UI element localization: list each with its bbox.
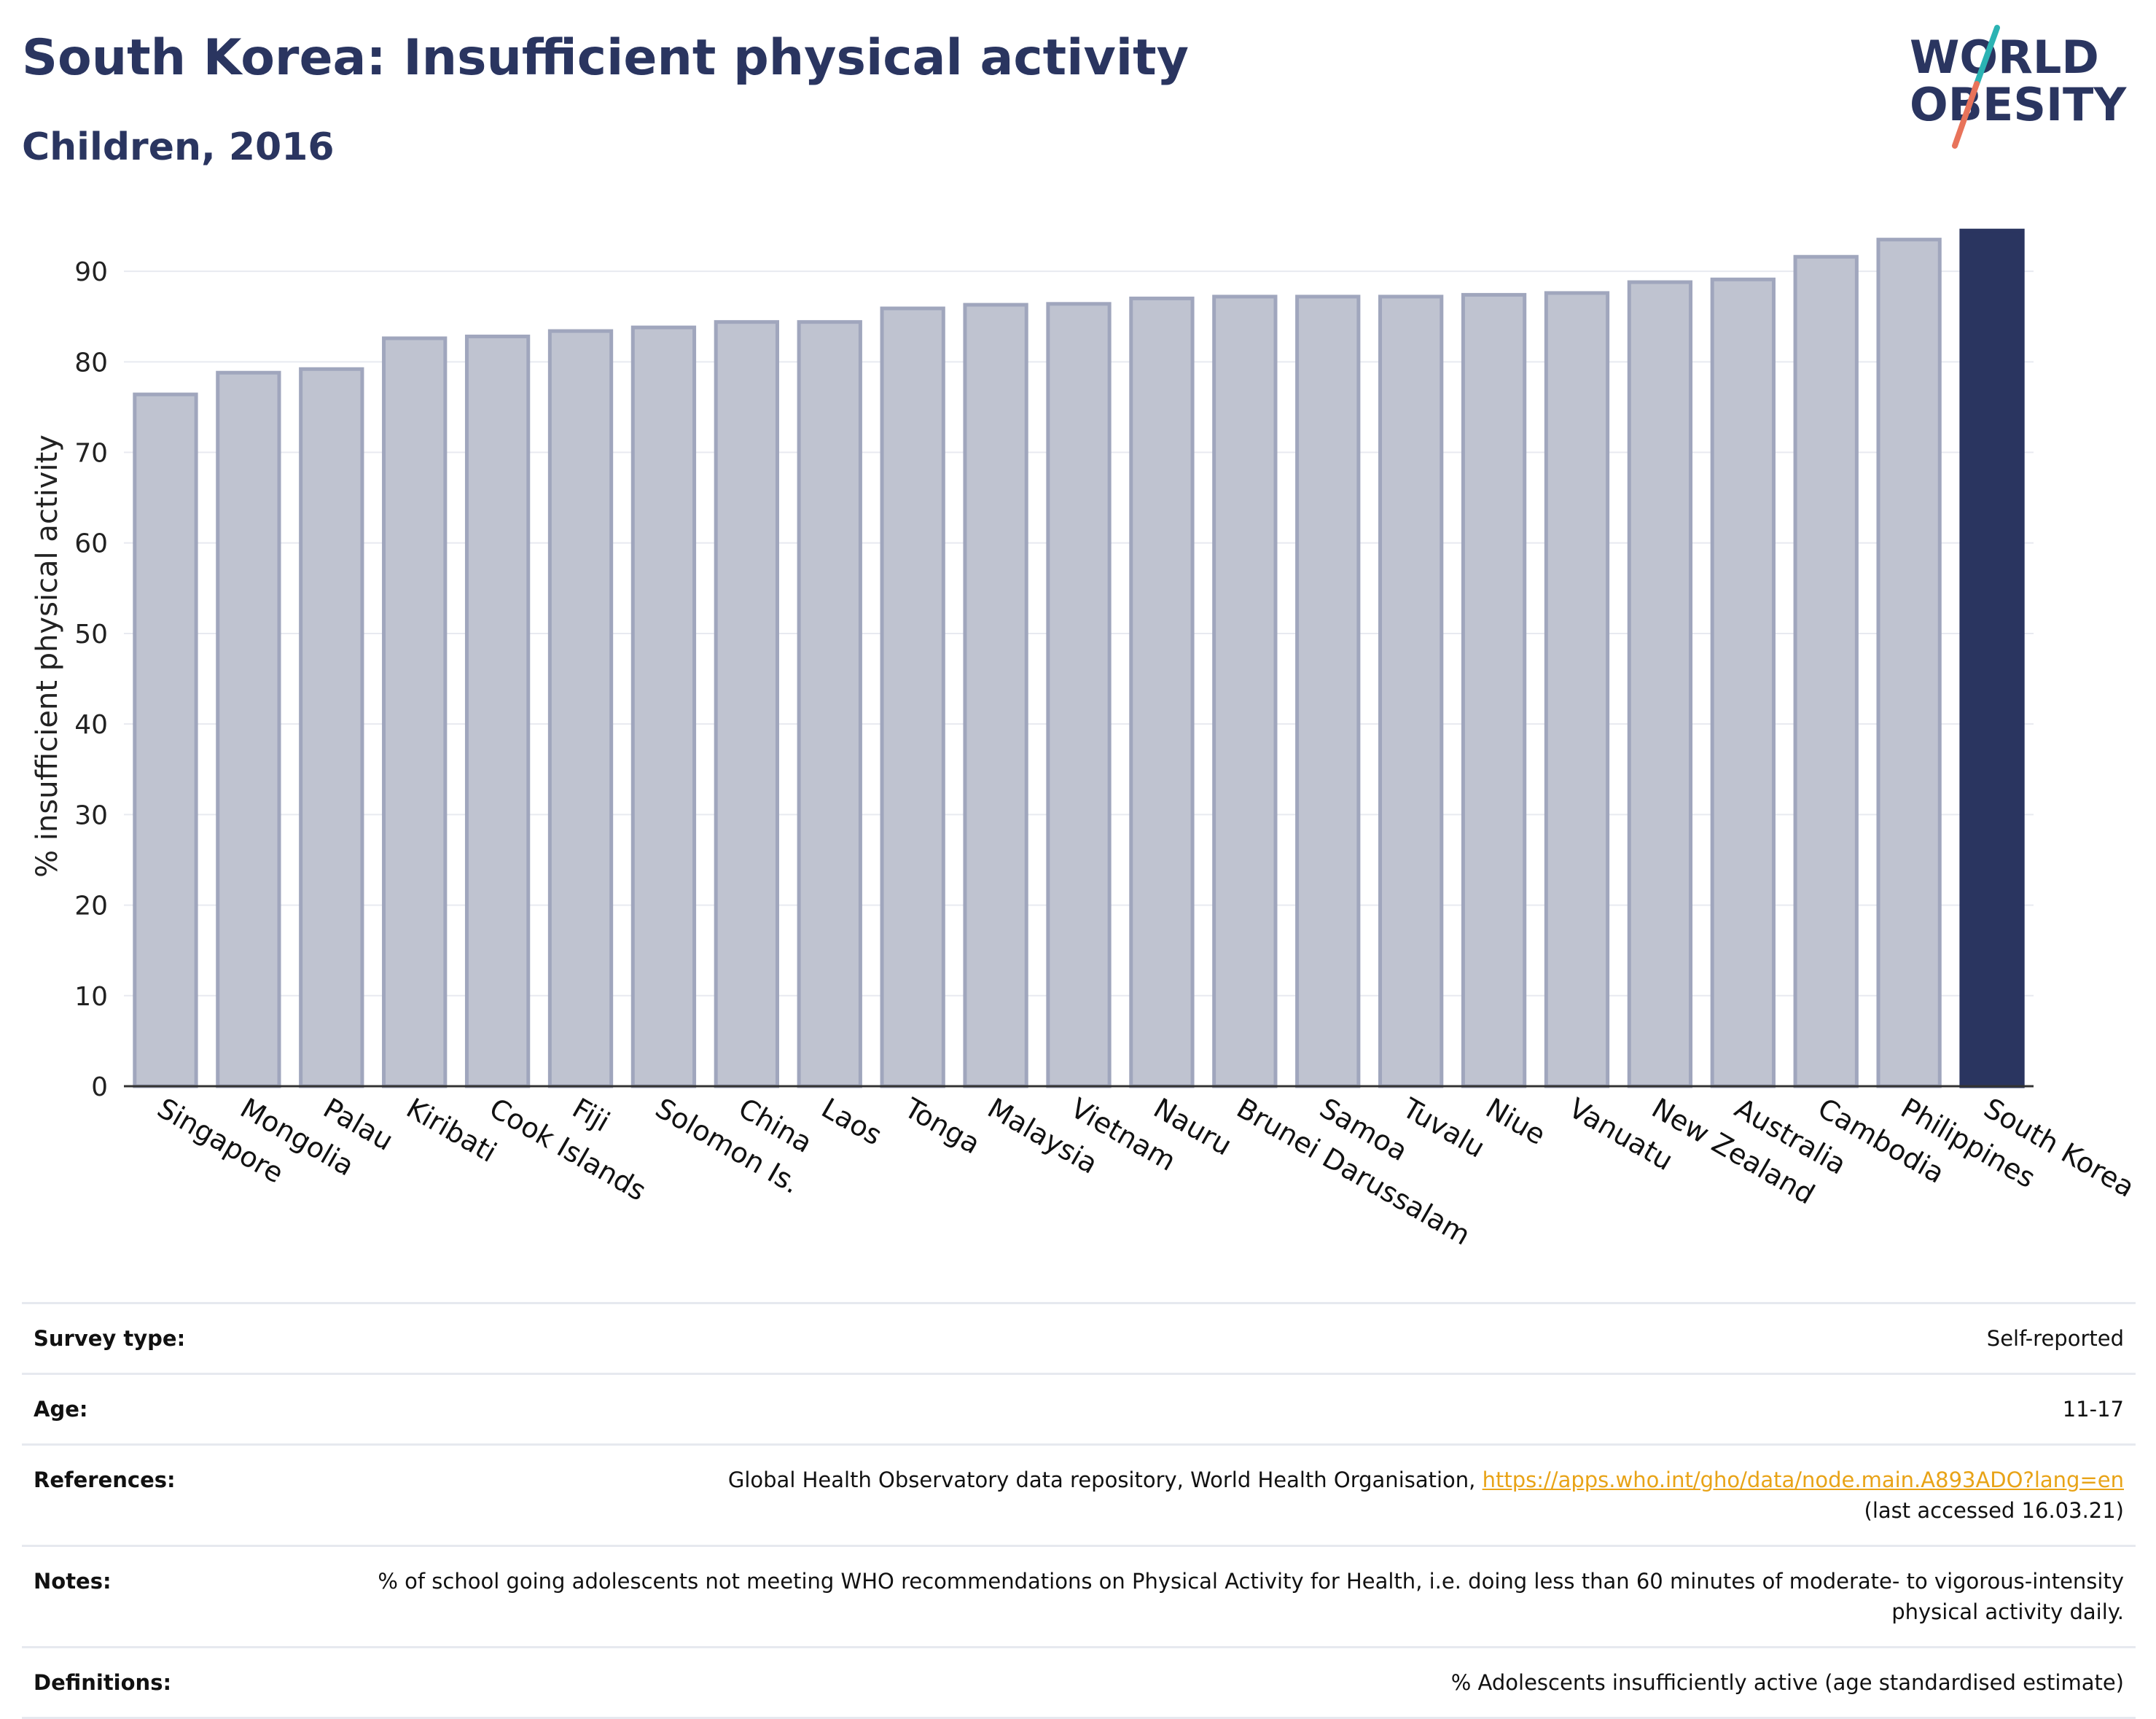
logo-line-1: WORLD bbox=[1910, 31, 2099, 84]
x-tick-label: Niue bbox=[1480, 1092, 1551, 1151]
x-tick-label: Cook Islands bbox=[484, 1092, 652, 1207]
reference-link[interactable]: https://apps.who.int/gho/data/node.main.… bbox=[1482, 1467, 2124, 1492]
logo-slash-bottom bbox=[1952, 81, 1980, 149]
y-tick-labels: 0 10 20 30 40 50 60 70 80 90 bbox=[74, 257, 108, 1102]
info-row-references: References: Global Health Observatory da… bbox=[22, 1444, 2136, 1546]
info-value-references: Global Health Observatory data repositor… bbox=[351, 1445, 2136, 1546]
info-label: References: bbox=[34, 1467, 176, 1492]
reference-accessed: (last accessed 16.03.21) bbox=[1864, 1498, 2124, 1523]
y-tick-label: 60 bbox=[74, 529, 108, 559]
x-tick-label: Kiribati bbox=[401, 1092, 502, 1169]
bar-kiribati bbox=[382, 336, 448, 1088]
bar-laos bbox=[797, 320, 862, 1088]
y-tick-label: 80 bbox=[74, 348, 108, 378]
y-tick-label: 70 bbox=[74, 439, 108, 469]
bar-philippines bbox=[1876, 238, 1942, 1088]
y-tick-label: 0 bbox=[91, 1072, 108, 1102]
bar-brunei-darussalam bbox=[1212, 295, 1278, 1088]
bar-nauru bbox=[1129, 296, 1195, 1088]
bars bbox=[133, 228, 2025, 1088]
bar-vietnam bbox=[1046, 302, 1112, 1088]
bar-new-zealand bbox=[1627, 280, 1693, 1088]
x-tick-label: Tuvalu bbox=[1397, 1091, 1490, 1164]
bar-niue bbox=[1461, 292, 1527, 1088]
y-tick-label: 40 bbox=[74, 710, 108, 740]
info-value: 11-17 bbox=[2062, 1397, 2124, 1422]
y-tick-label: 30 bbox=[74, 800, 108, 830]
bar-china bbox=[714, 320, 779, 1088]
bar-fiji bbox=[547, 329, 614, 1088]
y-tick-label: 10 bbox=[74, 982, 108, 1012]
info-table: Survey type: Self-reported Age: 11-17 Re… bbox=[22, 1302, 2136, 1719]
x-tick-label: Tonga bbox=[899, 1091, 985, 1160]
info-value: % Adolescents insufficiently active (age… bbox=[1450, 1670, 2124, 1695]
bar-cook-islands bbox=[464, 335, 531, 1088]
bar-chart: 0 10 20 30 40 50 60 70 80 90 SingaporeMongoliaPal… bbox=[31, 228, 2140, 1252]
bar-south-korea bbox=[1959, 228, 2025, 1088]
info-label: Age: bbox=[34, 1397, 88, 1422]
bar-vanuatu bbox=[1544, 291, 1610, 1088]
y-tick-label: 90 bbox=[74, 257, 108, 287]
info-label: Definitions: bbox=[34, 1670, 172, 1695]
bar-solomon-is bbox=[630, 325, 697, 1088]
bar-mongolia bbox=[216, 370, 281, 1088]
x-tick-label: Laos bbox=[816, 1092, 888, 1152]
bar-tuvalu bbox=[1378, 295, 1444, 1088]
x-tick-label: Fiji bbox=[567, 1092, 615, 1138]
bar-samoa bbox=[1295, 295, 1361, 1088]
y-axis-label: % insufficient physical activity bbox=[31, 434, 64, 878]
bar-tonga bbox=[880, 306, 945, 1088]
info-label: Survey type: bbox=[34, 1326, 186, 1351]
reference-text: Global Health Observatory data repositor… bbox=[727, 1467, 1483, 1492]
info-row-survey-type: Survey type: Self-reported bbox=[22, 1303, 2136, 1374]
info-row-notes: Notes: % of school going adolescents not… bbox=[22, 1545, 2136, 1648]
bar-malaysia bbox=[963, 303, 1028, 1088]
bar-palau bbox=[299, 367, 364, 1088]
info-label: Notes: bbox=[34, 1569, 112, 1594]
info-row-definitions: Definitions: % Adolescents insufficientl… bbox=[22, 1647, 2136, 1718]
y-tick-label: 20 bbox=[74, 892, 108, 921]
page-subtitle: Children, 2016 bbox=[22, 125, 335, 169]
y-tick-label: 50 bbox=[74, 620, 108, 650]
page-title: South Korea: Insufficient physical activ… bbox=[22, 29, 1189, 87]
info-row-age: Age: 11-17 bbox=[22, 1373, 2136, 1445]
logo-line-2: OBESITY bbox=[1910, 78, 2127, 131]
bar-singapore bbox=[133, 392, 198, 1088]
info-value: Self-reported bbox=[1986, 1326, 2124, 1351]
logo-slash-top bbox=[1974, 25, 2000, 87]
world-obesity-logo: WORLD OBESITY bbox=[1910, 25, 2127, 149]
info-value: % of school going adolescents not meetin… bbox=[378, 1569, 2124, 1624]
bar-cambodia bbox=[1793, 254, 1859, 1088]
bar-australia bbox=[1710, 277, 1776, 1088]
